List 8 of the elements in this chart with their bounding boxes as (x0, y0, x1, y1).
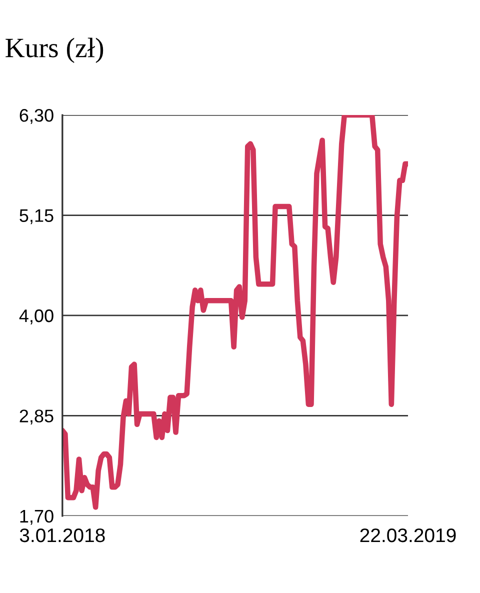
y-tick-label: 5,15 (20, 209, 54, 224)
x-tick-label: 22.03.2019 (360, 528, 456, 542)
y-tick-label: 2,85 (20, 410, 54, 425)
y-tick-label: 6,30 (20, 108, 54, 124)
x-tick-label: 3.01.2018 (20, 528, 105, 542)
y-tick-label: 1,70 (20, 510, 54, 525)
chart-title: Kurs (zł) (6, 38, 104, 63)
y-tick-label: 4,00 (19, 309, 54, 324)
